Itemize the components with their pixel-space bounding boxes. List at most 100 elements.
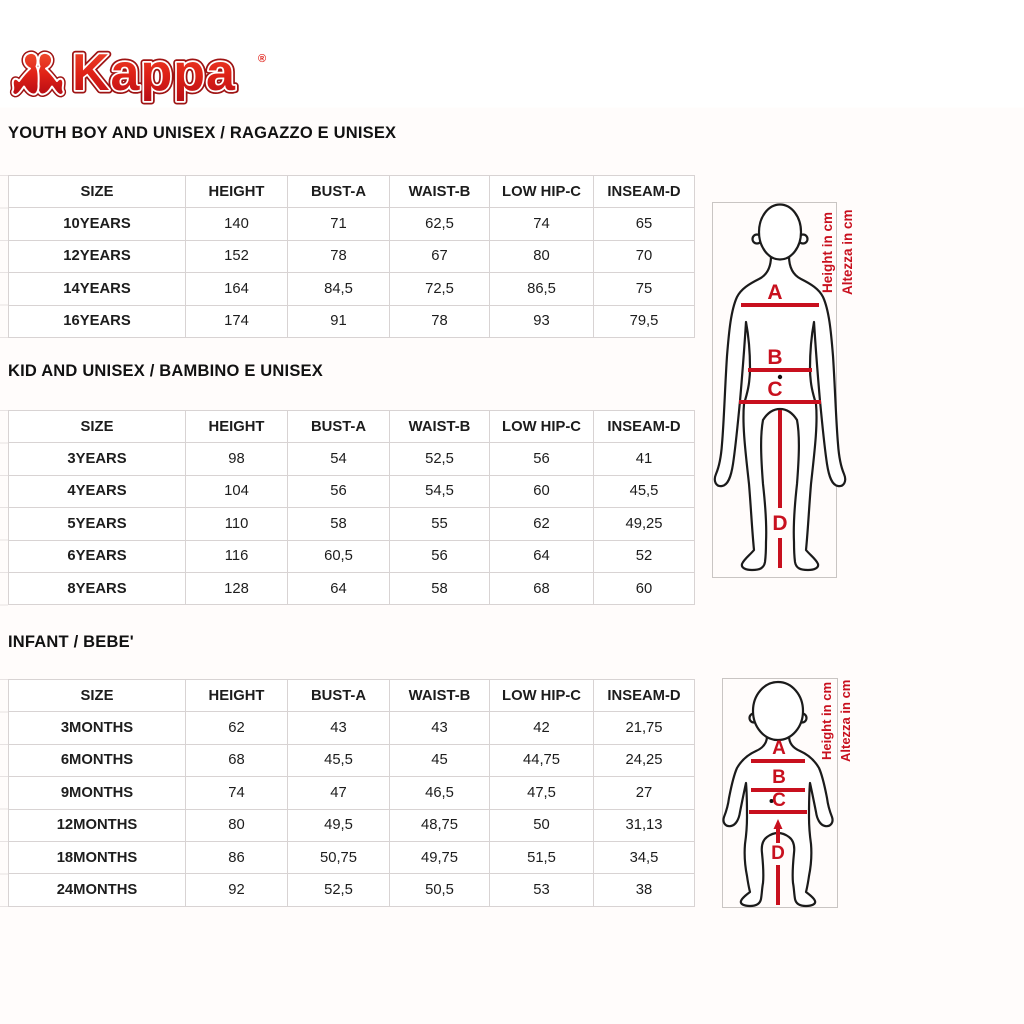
measurement-cell: 45,5 xyxy=(287,743,390,778)
size-cell: 14YEARS xyxy=(8,272,186,306)
column-header: WAIST-B xyxy=(389,678,490,713)
section-title-youth: YOUTH BOY AND UNISEX / RAGAZZO E UNISEX xyxy=(8,124,397,142)
measurement-cell: 74 xyxy=(489,207,594,241)
measurement-cell: 79,5 xyxy=(593,304,695,338)
measurement-cell: 78 xyxy=(389,304,490,338)
size-row: 16YEARS 174 91 78 93 79,5 xyxy=(8,304,695,338)
measurement-cell: 46,5 xyxy=(389,776,490,810)
size-cell: 16YEARS xyxy=(8,304,186,338)
measurement-cell: 48,75 xyxy=(389,808,490,842)
measurement-cell: 34,5 xyxy=(593,840,695,875)
altezza-in-cm-label: Altezza in cm xyxy=(838,680,853,762)
wordmark-halo: Kappa xyxy=(72,46,236,102)
column-header: BUST-A xyxy=(287,174,390,209)
size-cell: 8YEARS xyxy=(8,571,186,606)
measurement-cell: 47 xyxy=(287,776,390,810)
measurement-cell: 104 xyxy=(185,474,288,509)
kid-size-table: SIZE HEIGHT BUST-A WAIST-B LOW HIP-C INSEAM-D… xyxy=(8,409,695,606)
size-cell: 4YEARS xyxy=(8,474,186,509)
measurement-cell: 49,75 xyxy=(389,840,490,875)
measurement-cell: 49,25 xyxy=(593,507,695,541)
measurement-cell: 80 xyxy=(489,239,594,274)
label-d: D xyxy=(771,843,785,864)
measurement-cell: 52,5 xyxy=(287,873,390,907)
measurement-cell: 21,75 xyxy=(593,711,695,745)
label-a: A xyxy=(772,738,786,759)
measurement-cell: 75 xyxy=(593,272,695,306)
height-measure-frame xyxy=(712,202,837,578)
youth-body-diagram: A B C D Height in cm Altezza in cm xyxy=(712,202,855,578)
measurement-cell: 70 xyxy=(593,239,695,274)
height-measure-frame xyxy=(722,678,838,908)
measurement-cell: 56 xyxy=(389,539,490,573)
measurement-cell: 50,5 xyxy=(389,873,490,907)
measurement-cell: 50,75 xyxy=(287,840,390,875)
column-header: SIZE xyxy=(8,409,186,444)
size-row: 3YEARS 98 54 52,5 56 41 xyxy=(8,442,695,476)
measurement-cell: 56 xyxy=(489,442,594,476)
registered-mark: ® xyxy=(258,53,266,65)
measurement-cell: 50 xyxy=(489,808,594,842)
size-cell: 3MONTHS xyxy=(8,711,186,745)
size-cell: 5YEARS xyxy=(8,507,186,541)
measurement-cell: 152 xyxy=(185,239,288,274)
measurement-cell: 62 xyxy=(185,711,288,745)
label-d: D xyxy=(772,512,787,535)
infant-body-diagram: A B C D Height in cm Altezza in cm xyxy=(722,678,853,908)
size-cell: 12YEARS xyxy=(8,239,186,274)
measurement-cell: 58 xyxy=(389,571,490,606)
column-header: INSEAM-D xyxy=(593,174,695,209)
measurement-cell: 86 xyxy=(185,840,288,875)
measurement-cell: 84,5 xyxy=(287,272,390,306)
measurement-cell: 86,5 xyxy=(489,272,594,306)
column-header: LOW HIP-C xyxy=(489,678,594,713)
measurement-cell: 116 xyxy=(185,539,288,573)
column-header: INSEAM-D xyxy=(593,409,695,444)
label-a: A xyxy=(767,281,782,304)
measurement-cell: 42 xyxy=(489,711,594,745)
navel-dot xyxy=(769,799,774,803)
label-c: C xyxy=(767,378,782,401)
kappa-omini-icon xyxy=(12,53,63,95)
measurement-cell: 92 xyxy=(185,873,288,907)
altezza-in-cm-label: Altezza in cm xyxy=(840,209,855,295)
size-cell: 3YEARS xyxy=(8,442,186,476)
measurement-cell: 52 xyxy=(593,539,695,573)
measurement-cell: 60 xyxy=(593,571,695,606)
size-cell: 24MONTHS xyxy=(8,873,186,907)
measurement-cell: 38 xyxy=(593,873,695,907)
measurement-cell: 51,5 xyxy=(489,840,594,875)
size-row: 4YEARS 104 56 54,5 60 45,5 xyxy=(8,474,695,509)
measurement-cell: 54 xyxy=(287,442,390,476)
size-row: 24MONTHS 92 52,5 50,5 53 38 xyxy=(8,873,695,907)
column-header: HEIGHT xyxy=(185,409,288,444)
size-row: 6YEARS 116 60,5 56 64 52 xyxy=(8,539,695,573)
table-edge-ticks xyxy=(0,410,8,606)
size-row: 18MONTHS 86 50,75 49,75 51,5 34,5 xyxy=(8,840,695,875)
measurement-cell: 164 xyxy=(185,272,288,306)
measurement-cell: 43 xyxy=(287,711,390,745)
measurement-cell: 78 xyxy=(287,239,390,274)
label-b: B xyxy=(772,767,786,788)
measurement-cell: 45 xyxy=(389,743,490,778)
measurement-cell: 31,13 xyxy=(593,808,695,842)
size-cell: 6MONTHS xyxy=(8,743,186,778)
label-c: C xyxy=(772,790,786,811)
section-title-kid: KID AND UNISEX / BAMBINO E UNISEX xyxy=(8,362,323,380)
measurement-cell: 41 xyxy=(593,442,695,476)
size-row: 3MONTHS 62 43 43 42 21,75 xyxy=(8,711,695,745)
size-cell: 12MONTHS xyxy=(8,808,186,842)
height-in-cm-label: Height in cm xyxy=(819,682,834,760)
measurement-cell: 71 xyxy=(287,207,390,241)
measurement-cell: 24,25 xyxy=(593,743,695,778)
measurement-cell: 43 xyxy=(389,711,490,745)
measurement-cell: 98 xyxy=(185,442,288,476)
measurement-cell: 55 xyxy=(389,507,490,541)
inseam-arrow xyxy=(773,819,783,829)
column-header: BUST-A xyxy=(287,678,390,713)
measurement-cell: 45,5 xyxy=(593,474,695,509)
measurement-cell: 56 xyxy=(287,474,390,509)
infant-size-table: SIZE HEIGHT BUST-A WAIST-B LOW HIP-C INSEAM-D… xyxy=(8,678,695,907)
column-header: INSEAM-D xyxy=(593,678,695,713)
